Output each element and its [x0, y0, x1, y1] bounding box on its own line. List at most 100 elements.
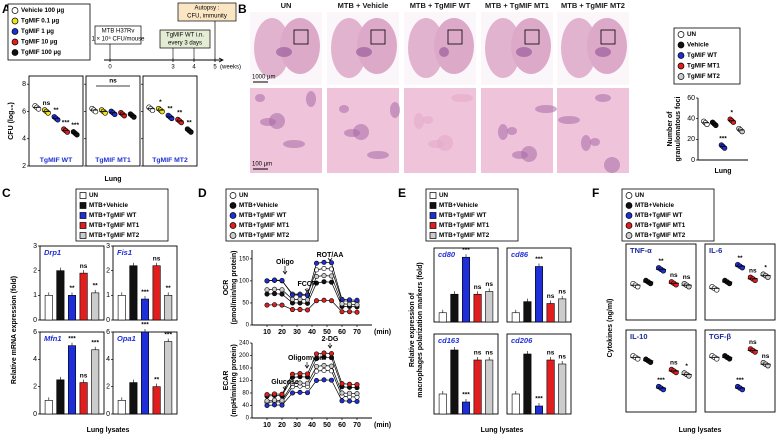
bar: [56, 270, 65, 321]
series-point: [279, 277, 285, 283]
y-axis-label: (mpH/min/mg protein): [231, 344, 238, 417]
bar: [511, 312, 520, 323]
legend-label: MTB+TgMIF WT: [239, 212, 287, 219]
subplot-frame: [85, 75, 141, 167]
bar: [67, 295, 77, 321]
legend-box: [425, 188, 519, 242]
scale-label: 100 µm: [252, 162, 272, 168]
cell-cluster: [507, 127, 517, 135]
cell-cluster: [367, 151, 389, 159]
bar: [67, 345, 77, 415]
granuloma: [356, 47, 372, 57]
significance: ns: [43, 100, 51, 107]
histology-high: [404, 88, 476, 173]
bar: [438, 393, 447, 415]
y-tick-label: 6: [106, 329, 110, 336]
significance: ***: [68, 335, 76, 342]
legend-marker: [625, 222, 633, 229]
series-point: [271, 391, 277, 397]
arrow-head: [304, 364, 310, 369]
significance: ns: [670, 360, 678, 367]
series-point: [354, 302, 360, 308]
legend-label: MTB+TgMIF MT1: [239, 222, 290, 229]
subplot-frame: [704, 329, 776, 413]
x-tick-label: 50: [323, 422, 331, 429]
significance: *: [685, 363, 688, 370]
subplot-title: cd163: [438, 336, 460, 345]
series-point: [271, 302, 277, 308]
significance: **: [737, 255, 743, 262]
significance: ns: [558, 289, 566, 296]
y-axis-label: Cytokines (ng/ml): [607, 299, 614, 358]
significance: ns: [558, 354, 566, 361]
panel-letter: F: [592, 186, 599, 200]
subplot-title: Drp1: [44, 248, 61, 257]
legend-label: UN: [239, 192, 249, 199]
timeline-tick-label: 3: [171, 65, 175, 71]
lung-lobe: [331, 18, 367, 78]
lung-lobe: [511, 18, 551, 74]
subplot-title: IL-10: [630, 332, 648, 341]
legend-label: MTB+Vehicle: [89, 202, 129, 209]
significance: ***: [141, 322, 149, 329]
y-tick-label: 0: [246, 416, 250, 422]
legend-label: TgMIF 10 µg: [21, 39, 58, 46]
legend-label: TgMIF WT: [687, 52, 717, 59]
legend-marker: [79, 202, 87, 209]
zoom-box: [600, 29, 616, 45]
bar: [511, 393, 520, 415]
x-tick-label: 60: [338, 329, 346, 336]
legend-marker: [429, 222, 437, 229]
x-tick-label: 10: [263, 329, 271, 336]
lung-lobe: [280, 18, 320, 74]
series-point: [271, 291, 277, 297]
series-point: [304, 390, 310, 396]
y-tick-label: 0: [106, 317, 110, 324]
legend-label: MTB+Vehicle: [239, 202, 279, 209]
subplot-frame: [625, 329, 697, 413]
legend-marker: [677, 41, 685, 49]
x-axis-label: Lung lysates: [481, 427, 524, 434]
legend-label: TgMIF 100 µg: [21, 49, 61, 56]
subplot-title: TgMIF MT1: [95, 157, 131, 164]
bar: [140, 298, 150, 321]
cell-cluster: [590, 138, 600, 146]
series-point: [321, 362, 327, 368]
bar: [558, 363, 567, 415]
cell-cluster: [512, 151, 528, 159]
series-point: [279, 287, 285, 293]
bar: [164, 295, 173, 321]
subplot-title: TNF-α: [630, 246, 652, 255]
significance: ***: [462, 392, 470, 399]
legend-label: TgMIF MT1: [687, 63, 720, 70]
x-axis-label: Lung lysates: [679, 427, 722, 434]
cell-cluster: [428, 140, 444, 148]
legend-box: [75, 188, 169, 242]
panel-letter: E: [398, 186, 406, 200]
timeline-tick-label: 5: [213, 65, 217, 71]
lung-lobe: [408, 18, 444, 78]
bar: [164, 341, 173, 415]
series-point: [346, 390, 352, 396]
y-tick-label: 4: [33, 356, 37, 363]
legend-label: Vehicle: [687, 42, 709, 49]
bar: [152, 265, 161, 321]
series-point: [279, 302, 285, 308]
significance: ns: [485, 281, 493, 288]
y-tick-label: 200: [239, 353, 250, 359]
cell-cluster: [414, 113, 424, 129]
series-point: [321, 377, 327, 383]
legend-label: UN: [687, 31, 697, 38]
legend-label: MTB+TgMIF MT2: [239, 232, 290, 239]
legend-label: UN: [439, 192, 449, 199]
column-label: MTB + TgMIF WT: [410, 1, 471, 10]
histology-high: [481, 88, 553, 173]
x-tick-label: 40: [308, 422, 316, 429]
x-axis-label: Lung: [104, 176, 121, 183]
y-tick-label: 3: [106, 243, 110, 250]
series-point: [346, 381, 352, 387]
legend-marker: [429, 212, 437, 219]
series-point: [304, 371, 310, 377]
legend-label: Vehicle 100 µg: [21, 7, 64, 14]
bar: [56, 379, 65, 415]
